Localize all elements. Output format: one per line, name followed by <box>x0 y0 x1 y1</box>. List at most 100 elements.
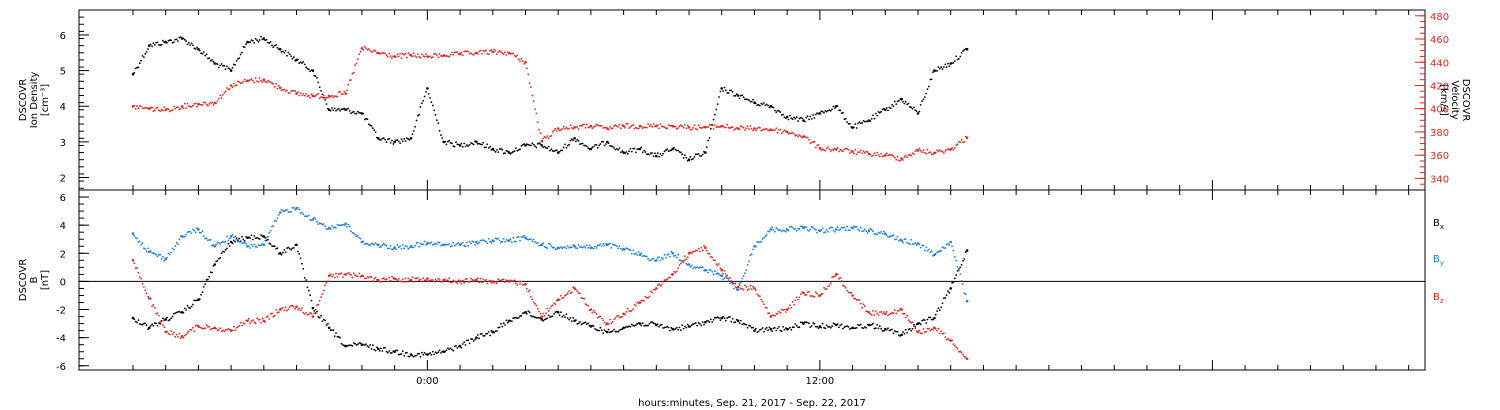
data-dot <box>838 277 840 280</box>
data-dot <box>141 323 144 326</box>
data-dot <box>193 103 196 105</box>
data-dot <box>252 319 254 321</box>
data-point <box>229 69 233 72</box>
data-dot <box>187 306 190 309</box>
data-dot <box>810 118 813 120</box>
data-dot <box>791 301 794 303</box>
data-dot <box>618 329 621 332</box>
data-dot <box>667 150 670 153</box>
data-point <box>344 222 347 226</box>
data-dot <box>808 290 810 293</box>
data-dot <box>388 247 391 250</box>
data-dot <box>307 68 310 71</box>
data-dot <box>694 127 697 130</box>
data-dot <box>517 149 520 151</box>
data-dot <box>937 66 940 68</box>
data-dot <box>937 150 940 153</box>
data-dot <box>908 106 911 108</box>
data-dot <box>483 240 486 242</box>
data-dot <box>284 49 287 52</box>
data-dot <box>471 53 474 56</box>
data-dot <box>481 281 483 284</box>
data-dot <box>944 63 947 66</box>
data-dot <box>395 349 397 352</box>
data-dot <box>585 323 588 325</box>
data-dot <box>512 236 515 239</box>
data-dot <box>329 228 332 231</box>
data-dot <box>168 110 171 113</box>
data-dot <box>440 352 442 354</box>
data-dot <box>156 312 159 314</box>
data-dot <box>895 330 898 333</box>
data-point <box>262 319 266 323</box>
data-dot <box>817 144 820 146</box>
data-dot <box>177 40 179 42</box>
data-dot <box>376 136 378 139</box>
data-dot <box>376 52 378 54</box>
data-dot <box>226 65 228 68</box>
data-dot <box>936 329 938 332</box>
data-dot <box>232 82 235 85</box>
data-dot <box>674 271 677 274</box>
data-dot <box>237 325 239 328</box>
data-dot <box>373 49 376 52</box>
data-dot <box>605 242 607 245</box>
data-dot <box>362 112 365 115</box>
data-dot <box>202 101 205 104</box>
data-dot <box>140 105 143 108</box>
data-dot <box>318 222 321 225</box>
data-dot <box>680 259 682 262</box>
data-dot <box>494 330 497 332</box>
data-dot <box>399 280 401 283</box>
data-dot <box>659 153 662 155</box>
velocity-tick-label: 460 <box>1430 35 1449 46</box>
data-dot <box>162 109 164 112</box>
data-dot <box>944 150 947 152</box>
data-dot <box>681 260 684 263</box>
data-dot <box>250 39 253 41</box>
data-dot <box>903 332 906 335</box>
data-point <box>638 147 642 151</box>
data-dot <box>829 226 832 229</box>
data-dot <box>680 329 682 332</box>
data-dot <box>445 243 448 246</box>
data-dot <box>857 228 859 231</box>
data-dot <box>388 276 391 279</box>
data-dot <box>906 103 908 106</box>
data-dot <box>861 326 863 329</box>
data-dot <box>399 353 401 356</box>
data-dot <box>943 66 945 68</box>
data-dot <box>534 145 536 148</box>
data-dot <box>425 53 427 55</box>
data-dot <box>205 53 208 56</box>
data-dot <box>226 247 228 250</box>
data-dot <box>716 316 719 319</box>
data-dot <box>174 38 177 41</box>
data-dot <box>834 231 836 233</box>
data-dot <box>392 248 395 251</box>
data-point <box>736 94 740 97</box>
data-dot <box>805 116 808 119</box>
data-dot <box>215 260 218 263</box>
data-dot <box>137 319 140 322</box>
data-point <box>753 329 756 332</box>
data-dot <box>543 145 546 148</box>
data-dot <box>883 330 885 332</box>
data-dot <box>711 321 714 323</box>
data-dot <box>722 272 724 275</box>
data-dot <box>757 330 760 333</box>
data-dot <box>705 269 708 271</box>
data-dot <box>724 273 727 275</box>
data-dot <box>904 316 907 319</box>
data-dot <box>741 323 744 326</box>
data-dot <box>937 327 940 330</box>
data-dot <box>412 52 415 55</box>
data-dot <box>701 153 704 156</box>
data-dot <box>264 239 267 242</box>
data-dot <box>406 351 408 354</box>
data-dot <box>726 92 729 94</box>
data-dot <box>535 242 538 245</box>
data-dot <box>739 281 742 284</box>
data-dot <box>614 244 617 246</box>
data-dot <box>452 241 455 244</box>
